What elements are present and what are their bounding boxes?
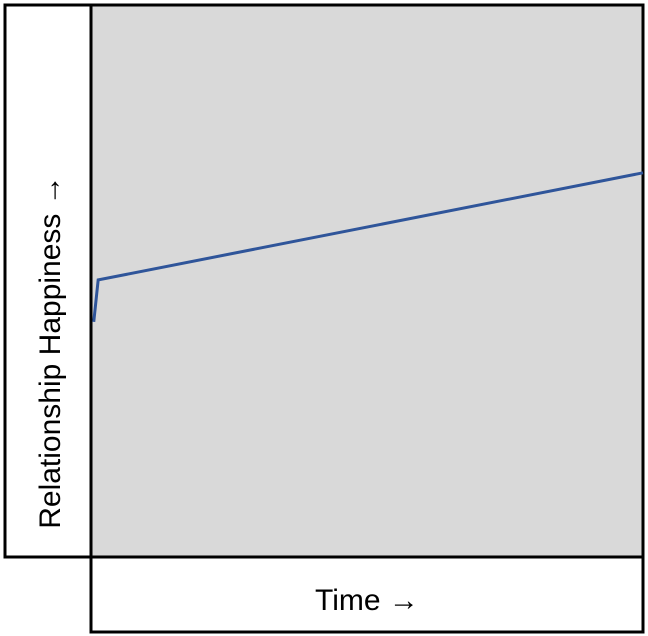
y-label-box	[3, 3, 93, 559]
plot-area	[89, 3, 645, 559]
x-label-box	[89, 555, 645, 634]
y-axis-label: Relationship Happiness →	[34, 175, 67, 529]
x-axis-label: Time →	[315, 584, 419, 617]
data-line	[92, 171, 644, 323]
